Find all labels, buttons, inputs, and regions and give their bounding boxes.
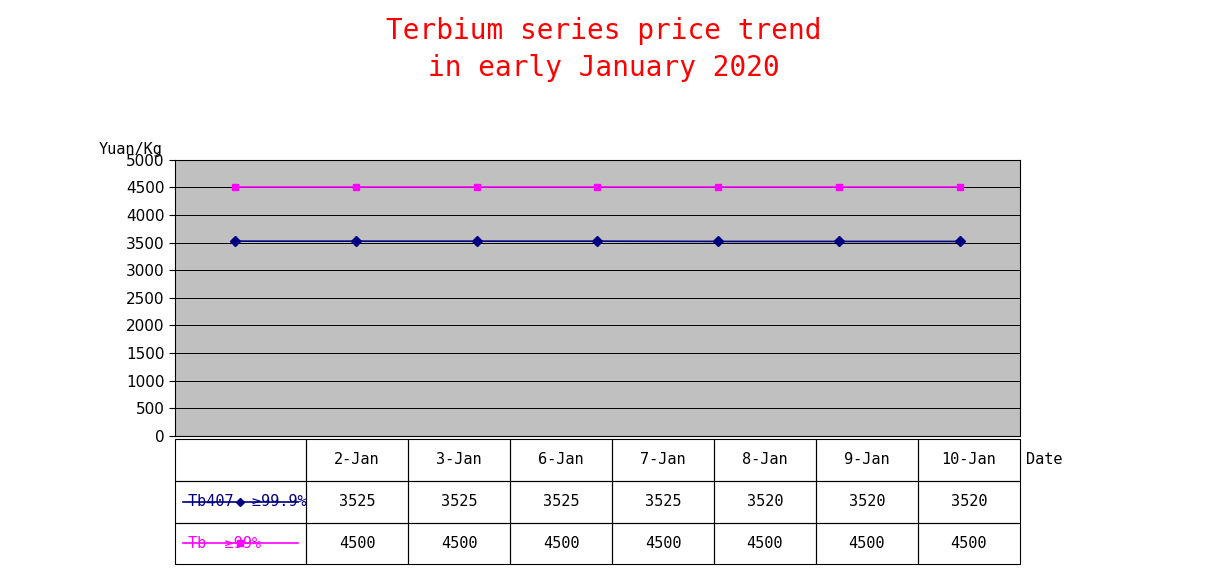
Text: 4500: 4500: [849, 536, 885, 551]
Text: 6-Jan: 6-Jan: [538, 453, 584, 467]
Bar: [713, 439, 816, 481]
Bar: [713, 481, 816, 523]
Text: 7-Jan: 7-Jan: [640, 453, 686, 467]
Text: Tb  ≥99%: Tb ≥99%: [187, 536, 261, 551]
Bar: [612, 439, 713, 481]
Bar: [917, 523, 1020, 564]
Text: 2-Jan: 2-Jan: [334, 453, 380, 467]
Text: Yuan/Kg: Yuan/Kg: [99, 142, 163, 157]
Bar: [175, 439, 305, 481]
Text: 4500: 4500: [441, 536, 477, 551]
Bar: [612, 481, 713, 523]
Bar: [175, 481, 305, 523]
Text: 4500: 4500: [543, 536, 579, 551]
Bar: [175, 523, 305, 564]
Bar: [305, 523, 408, 564]
Text: 3520: 3520: [849, 494, 885, 509]
Bar: [713, 523, 816, 564]
Bar: [509, 481, 612, 523]
Text: 3525: 3525: [441, 494, 477, 509]
Bar: [509, 523, 612, 564]
Text: 9-Jan: 9-Jan: [844, 453, 890, 467]
Text: 3-Jan: 3-Jan: [436, 453, 482, 467]
Text: 4500: 4500: [747, 536, 783, 551]
Text: 8-Jan: 8-Jan: [742, 453, 788, 467]
Bar: [816, 481, 917, 523]
Bar: [816, 523, 917, 564]
Text: 3525: 3525: [645, 494, 681, 509]
Text: 3525: 3525: [339, 494, 375, 509]
Text: 3525: 3525: [543, 494, 579, 509]
Bar: [305, 481, 408, 523]
Bar: [509, 439, 612, 481]
Text: 4500: 4500: [645, 536, 681, 551]
Bar: [816, 439, 917, 481]
Text: 3520: 3520: [951, 494, 987, 509]
Bar: [917, 481, 1020, 523]
Bar: [917, 439, 1020, 481]
Bar: [408, 523, 509, 564]
Bar: [305, 439, 408, 481]
Bar: [408, 439, 509, 481]
Text: Date: Date: [1026, 453, 1062, 467]
Text: 4500: 4500: [339, 536, 375, 551]
Text: Tb407  ≥99.9%: Tb407 ≥99.9%: [187, 494, 307, 509]
Text: 3520: 3520: [747, 494, 783, 509]
Text: 4500: 4500: [951, 536, 987, 551]
Text: Terbium series price trend
in early January 2020: Terbium series price trend in early Janu…: [386, 17, 821, 82]
Text: 10-Jan: 10-Jan: [941, 453, 996, 467]
Bar: [612, 523, 713, 564]
Bar: [408, 481, 509, 523]
